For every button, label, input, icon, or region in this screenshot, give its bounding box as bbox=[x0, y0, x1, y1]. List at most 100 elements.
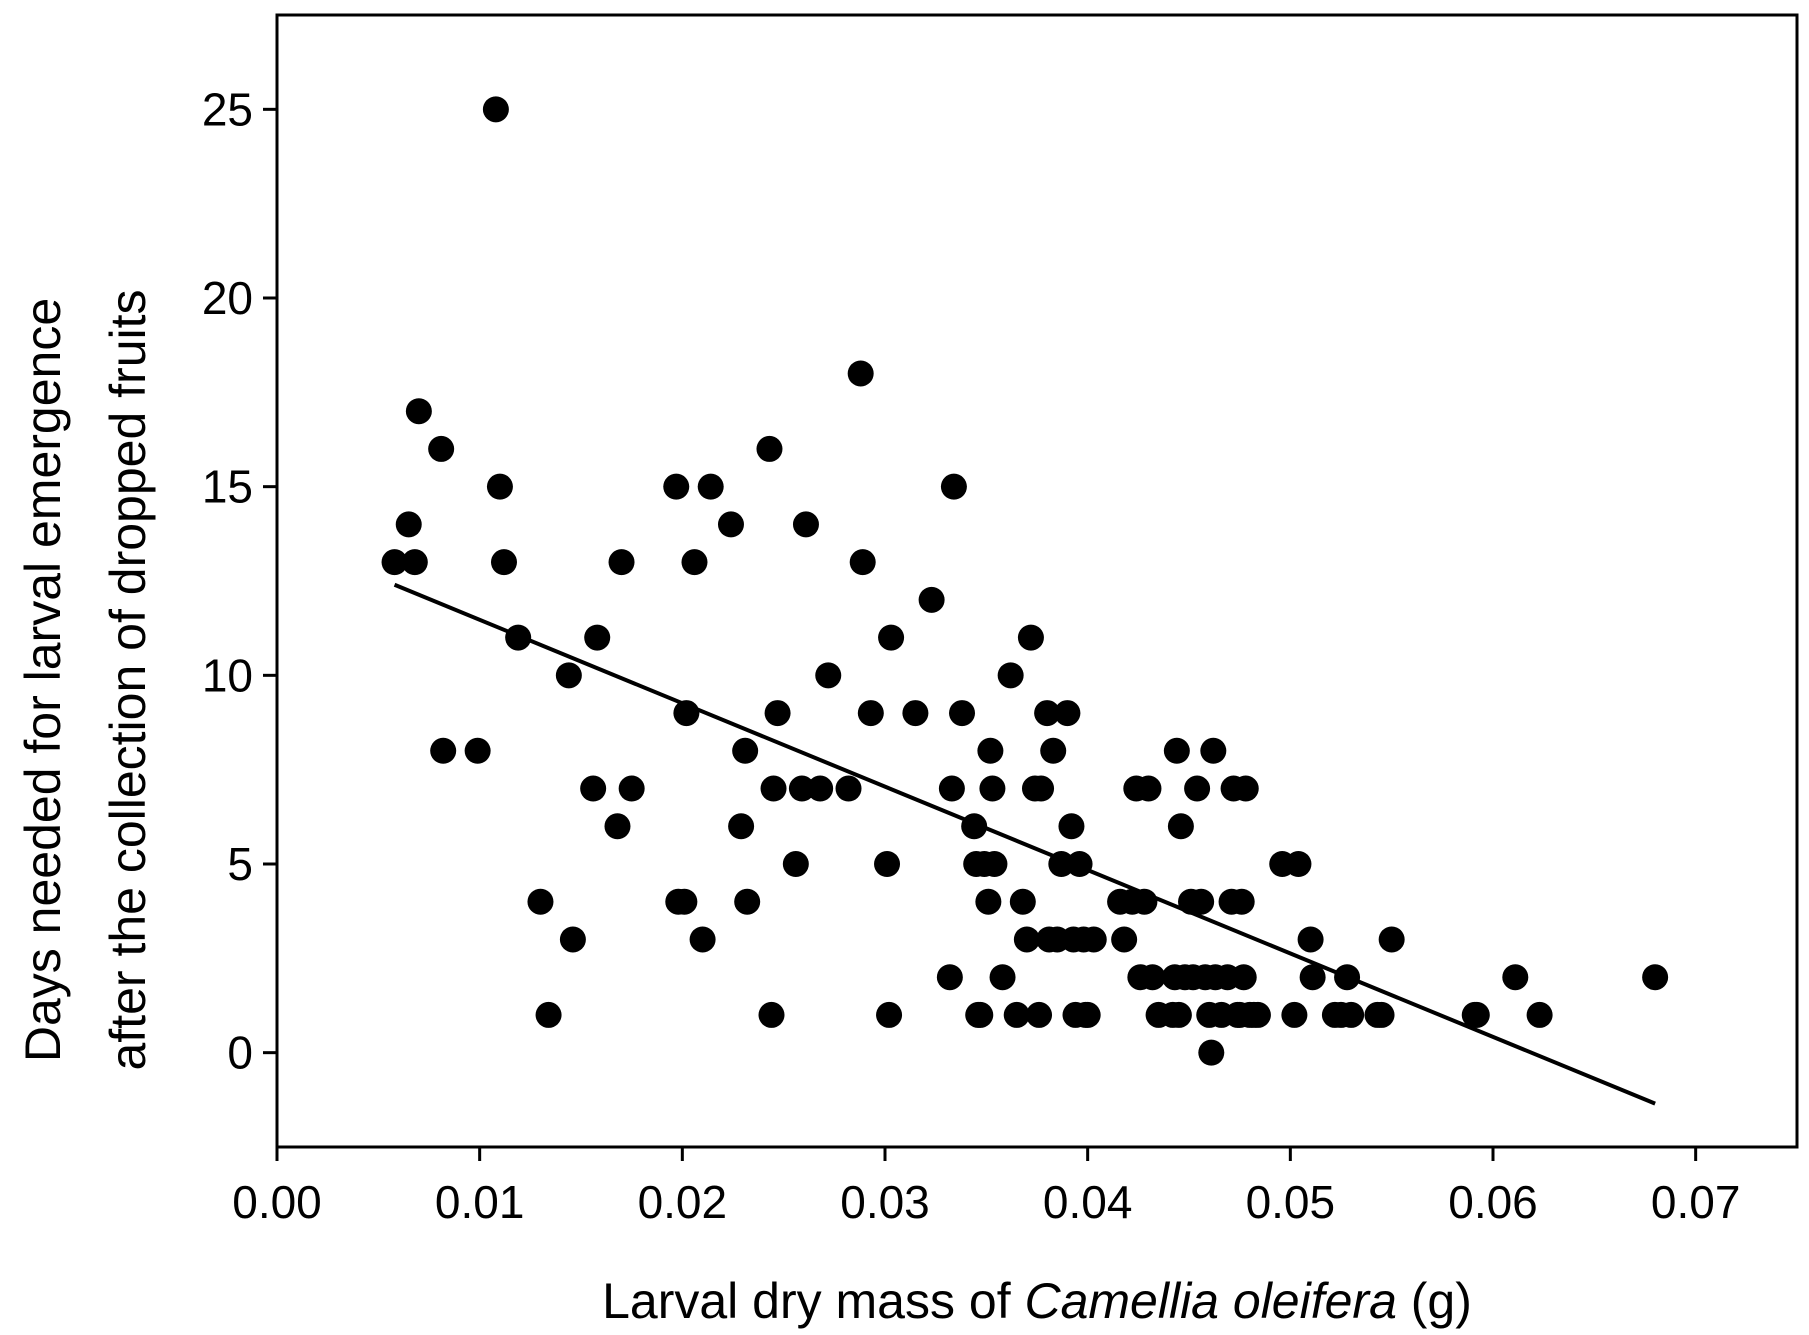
data-point bbox=[1040, 737, 1067, 764]
data-point bbox=[1244, 1001, 1271, 1028]
x-axis-title-prefix: Larval dry mass of bbox=[602, 1273, 1024, 1329]
y-axis-title-line2: after the collection of dropped fruits bbox=[100, 289, 156, 1070]
data-point bbox=[807, 775, 834, 802]
x-tick-label: 0.05 bbox=[1246, 1176, 1336, 1228]
data-point bbox=[975, 888, 1002, 915]
y-axis-title: Days needed for larval emergence after t… bbox=[15, 289, 156, 1070]
x-tick-label: 0.00 bbox=[232, 1176, 322, 1228]
data-point bbox=[1188, 888, 1215, 915]
data-point bbox=[1026, 1001, 1053, 1028]
data-point bbox=[1163, 737, 1190, 764]
data-point bbox=[618, 775, 645, 802]
data-point bbox=[1034, 700, 1061, 727]
data-point bbox=[857, 700, 884, 727]
data-point bbox=[949, 700, 976, 727]
data-points bbox=[381, 96, 1669, 1066]
data-point bbox=[1009, 888, 1036, 915]
data-point bbox=[1165, 1001, 1192, 1028]
x-tick-label: 0.04 bbox=[1043, 1176, 1133, 1228]
data-point bbox=[1526, 1001, 1553, 1028]
y-tick-label: 15 bbox=[202, 461, 253, 513]
data-point bbox=[1017, 624, 1044, 651]
data-point bbox=[849, 549, 876, 576]
data-point bbox=[1054, 700, 1081, 727]
data-point bbox=[967, 1001, 994, 1028]
data-point bbox=[1184, 775, 1211, 802]
y-tick-label: 20 bbox=[202, 272, 253, 324]
data-point bbox=[1028, 775, 1055, 802]
data-point bbox=[758, 1001, 785, 1028]
data-point bbox=[1463, 1001, 1490, 1028]
data-point bbox=[979, 775, 1006, 802]
data-point bbox=[381, 549, 408, 576]
y-tick-label: 5 bbox=[227, 838, 253, 890]
data-point bbox=[997, 662, 1024, 689]
data-point bbox=[1167, 813, 1194, 840]
data-point bbox=[1200, 737, 1227, 764]
x-tick-label: 0.01 bbox=[435, 1176, 525, 1228]
data-point bbox=[490, 549, 517, 576]
data-point bbox=[405, 398, 432, 425]
data-point bbox=[936, 964, 963, 991]
data-point bbox=[940, 473, 967, 500]
y-tick-label: 25 bbox=[202, 83, 253, 135]
y-tick-label: 10 bbox=[202, 649, 253, 701]
x-axis-ticks: 0.00 0.01 0.02 0.03 0.04 0.05 0.06 0.07 bbox=[232, 1147, 1740, 1228]
data-point bbox=[401, 549, 428, 576]
data-point bbox=[1139, 964, 1166, 991]
x-tick-label: 0.03 bbox=[840, 1176, 930, 1228]
data-point bbox=[717, 511, 744, 538]
data-point bbox=[847, 360, 874, 387]
data-point bbox=[902, 700, 929, 727]
data-point bbox=[728, 813, 755, 840]
regression-line bbox=[393, 582, 1656, 1106]
x-tick-label: 0.07 bbox=[1651, 1176, 1741, 1228]
data-point bbox=[1299, 964, 1326, 991]
x-axis-title: Larval dry mass of Camellia oleifera (g) bbox=[602, 1273, 1472, 1329]
data-point bbox=[428, 435, 455, 462]
y-tick-label: 0 bbox=[227, 1027, 253, 1079]
data-point bbox=[535, 1001, 562, 1028]
data-point bbox=[430, 737, 457, 764]
data-point bbox=[1378, 926, 1405, 953]
data-point bbox=[977, 737, 1004, 764]
data-point bbox=[697, 473, 724, 500]
y-axis-title-line1: Days needed for larval emergence bbox=[15, 298, 71, 1062]
data-point bbox=[464, 737, 491, 764]
data-point bbox=[835, 775, 862, 802]
data-point bbox=[1111, 926, 1138, 953]
data-point bbox=[1338, 1001, 1365, 1028]
data-point bbox=[1013, 926, 1040, 953]
data-point bbox=[395, 511, 422, 538]
data-point bbox=[1080, 926, 1107, 953]
plot-frame bbox=[275, 13, 1799, 1149]
data-point bbox=[734, 888, 761, 915]
data-point bbox=[756, 435, 783, 462]
data-point bbox=[878, 624, 905, 651]
data-point bbox=[1642, 964, 1669, 991]
data-point bbox=[1058, 813, 1085, 840]
data-point bbox=[1297, 926, 1324, 953]
data-point bbox=[482, 96, 509, 123]
data-point bbox=[527, 888, 554, 915]
data-point bbox=[1074, 1001, 1101, 1028]
data-point bbox=[1135, 775, 1162, 802]
data-point bbox=[981, 851, 1008, 877]
data-point bbox=[604, 813, 631, 840]
data-point bbox=[1230, 964, 1257, 991]
data-point bbox=[732, 737, 759, 764]
data-point bbox=[782, 851, 809, 877]
data-point bbox=[874, 851, 901, 877]
data-point bbox=[1368, 1001, 1395, 1028]
data-point bbox=[559, 926, 586, 953]
x-tick-label: 0.06 bbox=[1448, 1176, 1538, 1228]
x-axis-title-italic: Camellia oleifera bbox=[1024, 1273, 1396, 1329]
data-point bbox=[1285, 851, 1312, 877]
data-point bbox=[1232, 775, 1259, 802]
data-point bbox=[792, 511, 819, 538]
data-point bbox=[608, 549, 635, 576]
data-point bbox=[1003, 1001, 1030, 1028]
data-point bbox=[580, 775, 607, 802]
x-axis-title-suffix: (g) bbox=[1397, 1273, 1472, 1329]
